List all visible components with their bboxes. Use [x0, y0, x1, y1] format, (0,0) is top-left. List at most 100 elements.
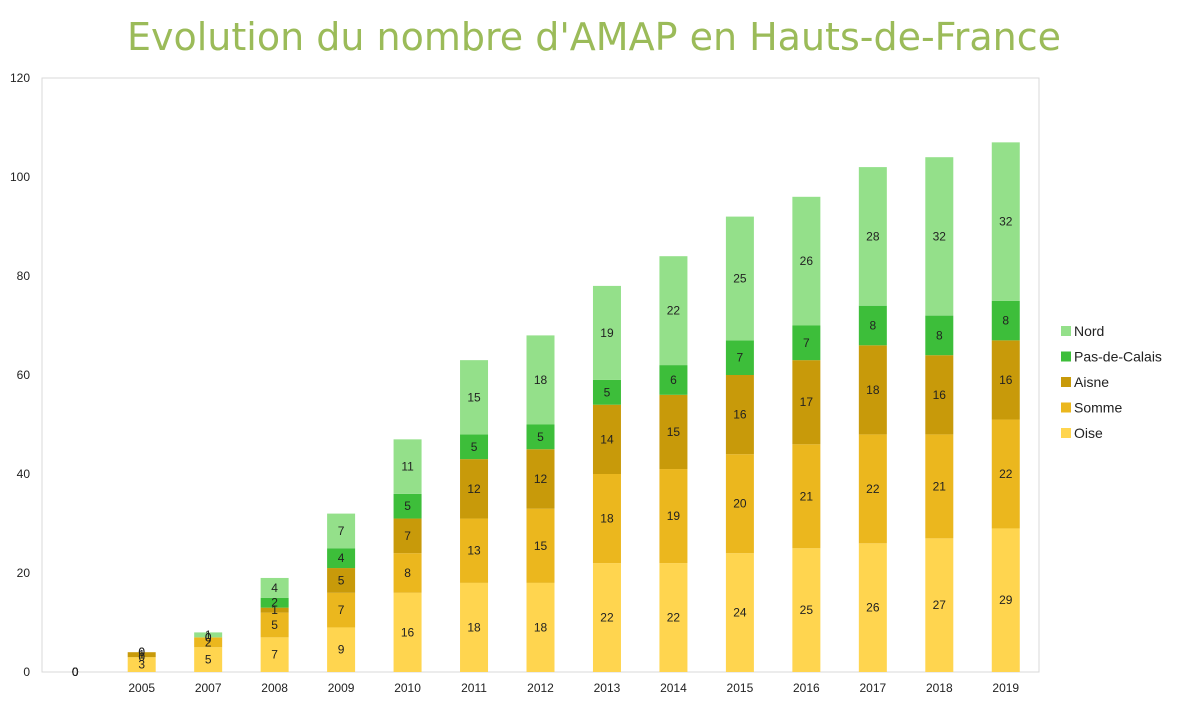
bar-segment: [460, 582, 489, 672]
y-tick-label: 60: [17, 368, 31, 382]
bar-segment: [260, 612, 289, 638]
bar-segment: [526, 335, 555, 425]
bar-segment: [725, 553, 754, 672]
data-label: 18: [534, 620, 548, 634]
bar-segment: [194, 637, 223, 648]
x-tick-label: 2017: [859, 681, 886, 695]
data-label: 29: [999, 593, 1013, 607]
data-label: 1: [205, 628, 212, 642]
data-label: 25: [800, 603, 814, 617]
bar-segment: [858, 345, 887, 435]
data-label: 15: [667, 425, 681, 439]
bar-segment: [858, 305, 887, 346]
data-label: 7: [338, 524, 345, 538]
bar-segment: [858, 543, 887, 672]
data-label: 18: [866, 383, 880, 397]
data-label: 17: [800, 395, 814, 409]
data-label: 0: [72, 665, 79, 679]
bar-segment: [991, 142, 1020, 301]
x-tick-label: 2014: [660, 681, 687, 695]
data-label: 22: [667, 611, 681, 625]
data-label: 3: [138, 658, 145, 672]
x-tick-label: 2018: [926, 681, 953, 695]
data-label: 18: [534, 373, 548, 387]
data-label: 15: [467, 390, 481, 404]
bar-segment: [327, 627, 356, 672]
bar-segment: [327, 568, 356, 593]
data-label: 7: [404, 529, 411, 543]
bar-segment: [792, 325, 821, 361]
data-label: 22: [866, 482, 880, 496]
x-tick-label: 2011: [461, 681, 487, 695]
bar-segment: [858, 434, 887, 544]
data-label: 0: [72, 665, 79, 679]
bar-segment: [526, 449, 555, 509]
bar-segment: [393, 439, 422, 494]
data-label: 0: [205, 630, 212, 644]
x-tick-label: 2008: [261, 681, 288, 695]
legend-label: Somme: [1074, 400, 1122, 416]
legend-label: Oise: [1074, 425, 1103, 441]
bar-segment: [460, 434, 489, 460]
bar-segment: [592, 474, 621, 564]
data-label: 4: [271, 581, 278, 595]
data-label: 0: [72, 665, 79, 679]
legend-swatch: [1061, 351, 1071, 362]
bar-segment: [925, 157, 954, 316]
bar-segment: [991, 419, 1020, 529]
x-tick-label: 2012: [527, 681, 554, 695]
bar-segment: [792, 360, 821, 445]
bar-segment: [327, 513, 356, 549]
data-label: 0: [72, 665, 79, 679]
data-label: 7: [338, 603, 345, 617]
bar-segment: [393, 553, 422, 593]
y-tick-label: 100: [10, 170, 30, 184]
bar-segment: [393, 518, 422, 554]
data-label: 5: [404, 499, 411, 513]
data-label: 16: [999, 373, 1013, 387]
data-label: 7: [737, 351, 744, 365]
bar-segment: [393, 592, 422, 672]
bar-segment: [991, 340, 1020, 420]
bar-segment: [327, 548, 356, 569]
x-tick-label: 2007: [195, 681, 222, 695]
bar-segment: [460, 360, 489, 435]
bar-segment: [526, 508, 555, 583]
data-label: 16: [933, 388, 947, 402]
data-label: 14: [600, 432, 614, 446]
x-tick-label: 2005: [128, 681, 155, 695]
bar-segment: [260, 577, 289, 598]
data-label: 8: [1002, 314, 1009, 328]
bar-segment: [858, 167, 887, 306]
data-label: 18: [600, 512, 614, 526]
data-label: 2: [271, 596, 278, 610]
y-tick-label: 20: [17, 566, 31, 580]
bar-segment: [925, 355, 954, 435]
data-label: 8: [869, 319, 876, 333]
data-label: 5: [205, 653, 212, 667]
data-label: 5: [604, 385, 611, 399]
bar-segment: [260, 607, 289, 613]
bar-segment: [925, 315, 954, 356]
data-label: 9: [338, 643, 345, 657]
legend-swatch: [1061, 402, 1071, 413]
bar-segment: [792, 444, 821, 549]
bar-segment: [194, 647, 223, 672]
bar-segment: [725, 375, 754, 455]
data-label: 5: [471, 440, 478, 454]
data-label: 22: [600, 611, 614, 625]
legend-swatch: [1061, 377, 1071, 387]
x-tick-label: 2010: [394, 681, 421, 695]
y-tick-label: 40: [17, 467, 31, 481]
bar-segment: [725, 340, 754, 375]
data-label: 12: [467, 482, 481, 496]
bar-segment: [925, 538, 954, 672]
data-label: 32: [999, 215, 1013, 229]
bar-segment: [327, 592, 356, 628]
bar-segment: [260, 637, 289, 672]
bar-segment: [659, 469, 688, 564]
bar-segment: [592, 404, 621, 474]
data-label: 26: [866, 601, 880, 615]
legend-label: Aisne: [1074, 374, 1109, 390]
